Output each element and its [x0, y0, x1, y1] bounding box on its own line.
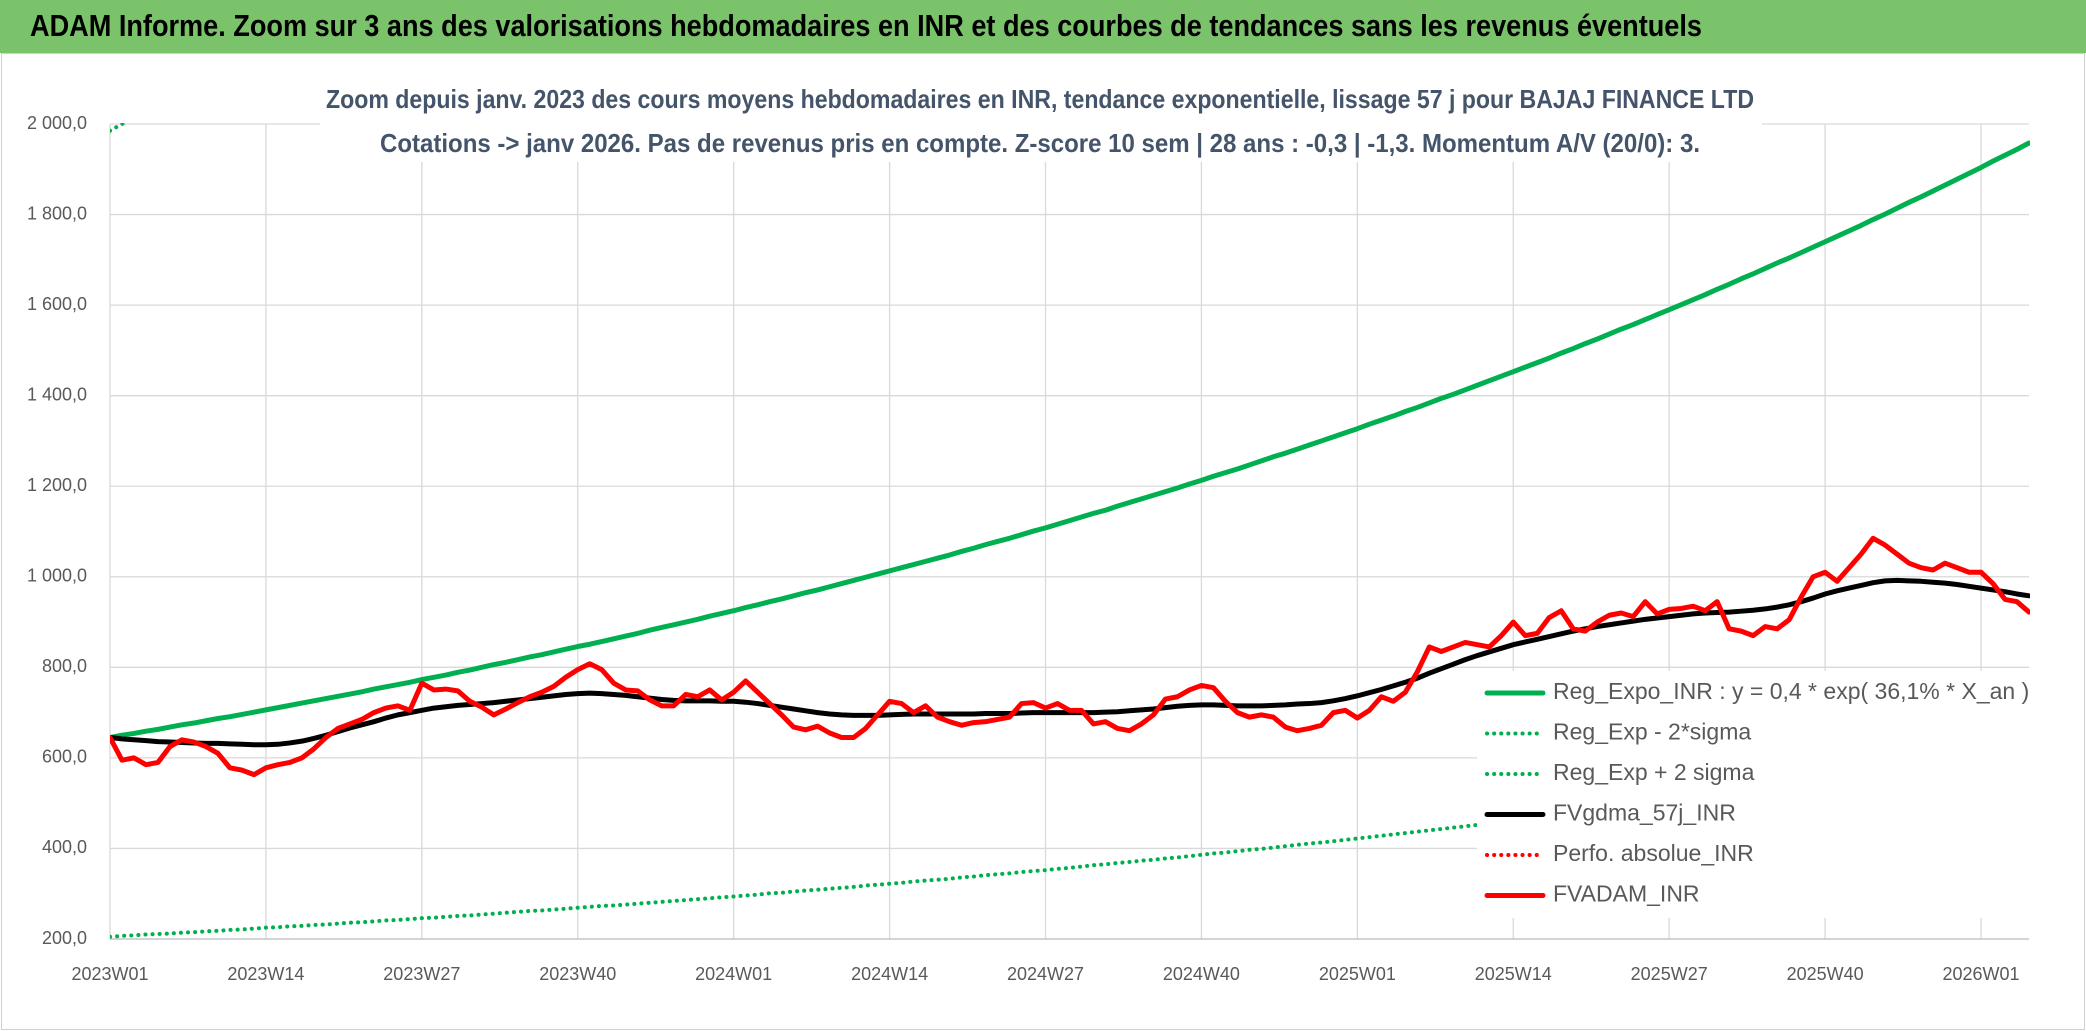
- y-tick-label: 800,0: [42, 656, 87, 676]
- y-tick-label: 1 600,0: [27, 294, 87, 314]
- chart-subtitle: Cotations -> janv 2026. Pas de revenus p…: [380, 128, 1700, 158]
- y-tick-label: 1 000,0: [27, 566, 87, 586]
- legend-background: [1477, 671, 2033, 918]
- x-tick-label: 2024W01: [695, 964, 772, 984]
- chart-title: Zoom depuis janv. 2023 des cours moyens …: [326, 84, 1754, 114]
- x-tick-label: 2023W40: [539, 964, 616, 984]
- x-tick-label: 2024W14: [851, 964, 928, 984]
- x-tick-label: 2023W01: [71, 964, 148, 984]
- x-tick-label: 2025W01: [1319, 964, 1396, 984]
- legend-label: Reg_Expo_INR : y = 0,4 * exp( 36,1% * X_…: [1553, 678, 2029, 704]
- legend-label: Reg_Exp + 2 sigma: [1553, 759, 1755, 785]
- y-tick-label: 400,0: [42, 837, 87, 857]
- x-tick-label: 2026W01: [1942, 964, 2019, 984]
- chart-border: [1, 53, 2085, 1030]
- header-title: ADAM Informe. Zoom sur 3 ans des valoris…: [30, 8, 1702, 43]
- x-tick-label: 2023W27: [383, 964, 460, 984]
- legend-label: Perfo. absolue_INR: [1553, 840, 1754, 866]
- legend-label: FVgdma_57j_INR: [1553, 800, 1736, 826]
- x-tick-label: 2023W14: [227, 964, 304, 984]
- x-tick-label: 2024W27: [1007, 964, 1084, 984]
- y-tick-label: 1 800,0: [27, 203, 87, 223]
- x-tick-label: 2025W14: [1475, 964, 1552, 984]
- y-tick-label: 600,0: [42, 747, 87, 767]
- title-background: [320, 80, 1762, 162]
- y-tick-label: 200,0: [42, 928, 87, 948]
- y-tick-label: 1 400,0: [27, 384, 87, 404]
- legend: Reg_Expo_INR : y = 0,4 * exp( 36,1% * X_…: [1477, 671, 2033, 918]
- y-tick-label: 2 000,0: [27, 113, 87, 133]
- header-bar: [0, 0, 2086, 53]
- x-tick-label: 2025W40: [1787, 964, 1864, 984]
- series-line: [110, 535, 2030, 778]
- legend-label: FVADAM_INR: [1553, 881, 1700, 907]
- legend-label: Reg_Exp - 2*sigma: [1553, 719, 1751, 745]
- y-tick-label: 1 200,0: [27, 475, 87, 495]
- x-tick-label: 2024W40: [1163, 964, 1240, 984]
- series-line: [110, 140, 2030, 741]
- x-tick-label: 2025W27: [1631, 964, 1708, 984]
